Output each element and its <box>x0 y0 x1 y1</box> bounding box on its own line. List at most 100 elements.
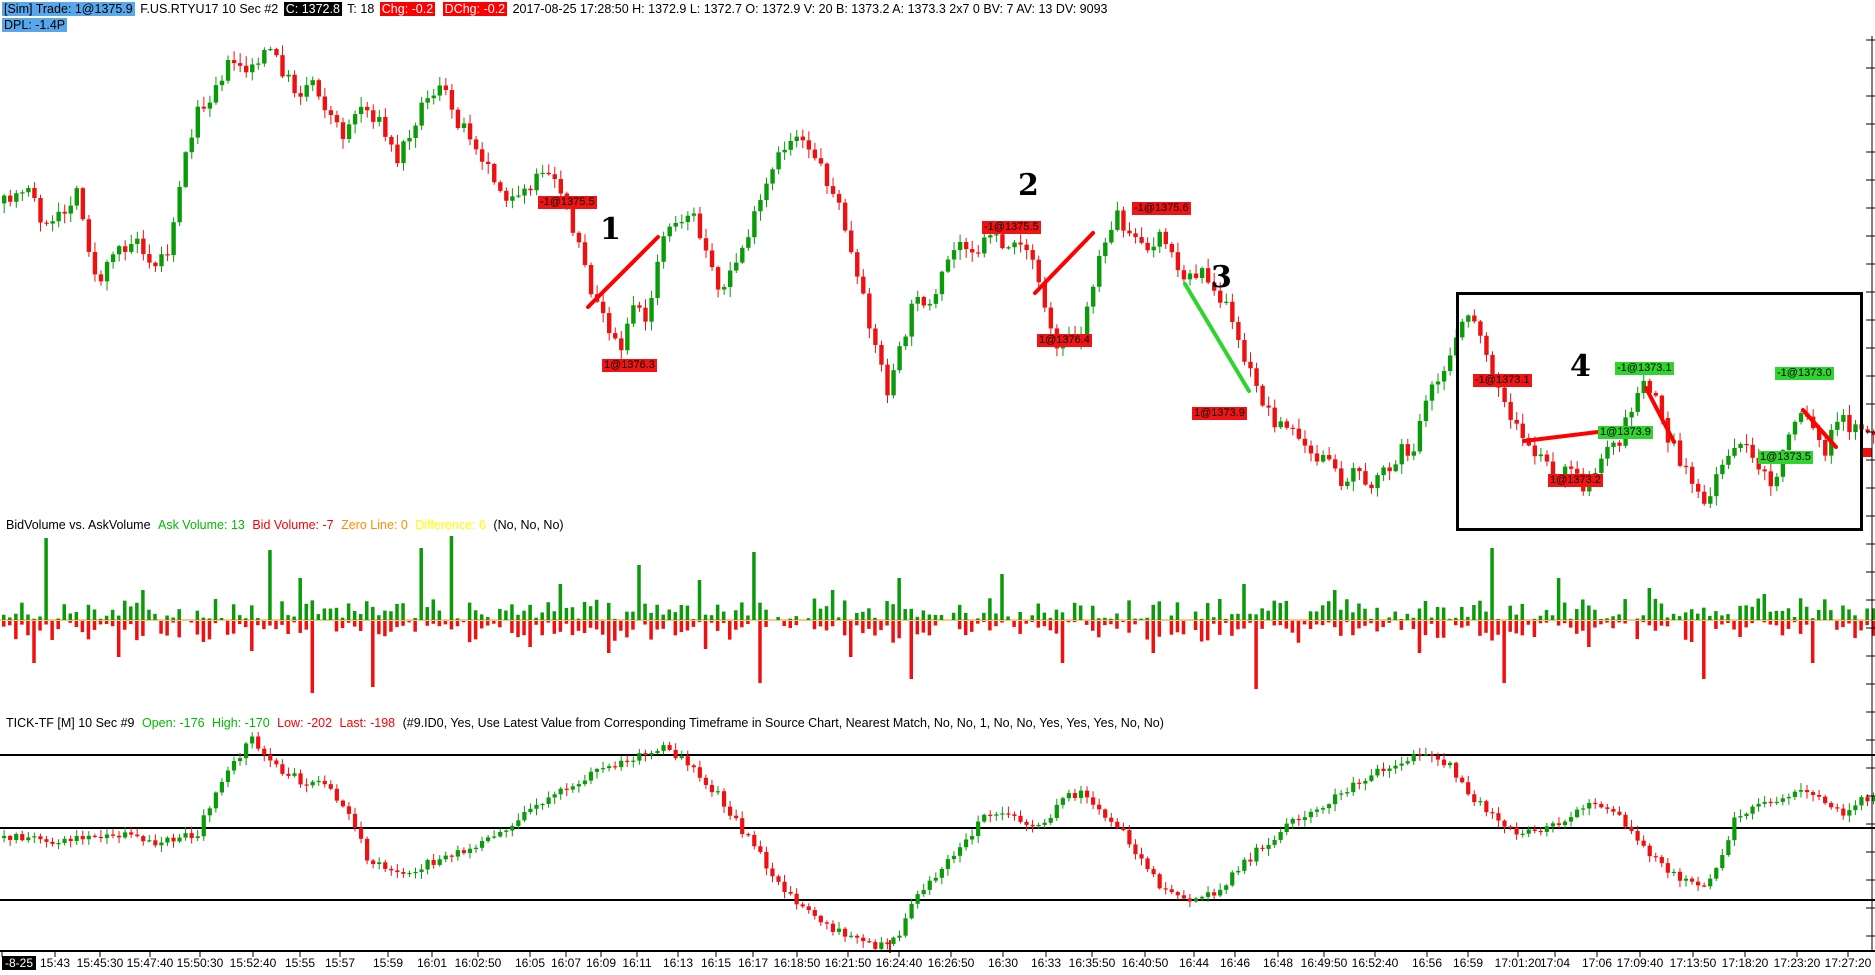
trade-fill-label[interactable]: -1@1375.6 <box>1132 202 1191 215</box>
time-axis-label: 16:24:40 <box>875 956 923 970</box>
trade-fill-label[interactable]: 1@1373.9 <box>1192 407 1247 420</box>
tick-label-seg-4: Last: -198 <box>339 716 399 730</box>
tick-study-label: TICK-TF [M] 10 Sec #9 Open: -176 High: -… <box>4 716 1166 731</box>
tick-label-seg-3: Low: -202 <box>277 716 336 730</box>
time-axis-label: 16:56 <box>1411 956 1443 970</box>
trade-fill-label[interactable]: 1@1373.2 <box>1548 474 1603 487</box>
time-axis-label: 16:49:50 <box>1300 956 1348 970</box>
time-axis-label: 16:30 <box>987 956 1019 970</box>
bidvol-label-seg-5: (No, No, No) <box>493 518 564 532</box>
tick-level-lines <box>0 754 1875 953</box>
trade-fill-label[interactable]: 1@1373.9 <box>1598 426 1653 439</box>
time-axis-label: 15:55 <box>284 956 316 970</box>
time-axis-label: 16:07 <box>550 956 582 970</box>
trade-fill-label[interactable]: -1@1375.5 <box>982 221 1041 234</box>
tick-candles <box>2 732 1875 950</box>
tick-label-seg-0: TICK-TF [M] 10 Sec #9 <box>6 716 138 730</box>
time-axis-label: 16:02:50 <box>454 956 502 970</box>
trade-trendline-red[interactable] <box>1801 408 1838 449</box>
bidvol-label-seg-4: Difference: 6 <box>415 518 490 532</box>
tick-label-seg-1: Open: -176 <box>141 716 208 730</box>
trade-fill-label[interactable]: -1@1373.0 <box>1775 367 1834 380</box>
header1-seg-7: 2017-08-25 17:28:50 H: 1372.9 L: 1372.7 … <box>509 2 1108 16</box>
time-axis-label: 15:52:40 <box>229 956 277 970</box>
time-axis-label: 16:13 <box>662 956 694 970</box>
axis-lines <box>0 36 1875 957</box>
tick-label-seg-5: (#9.ID0, Yes, Use Latest Value from Corr… <box>402 716 1164 730</box>
chart-header-line2: DPL: -1.4P <box>2 18 68 33</box>
header1-seg-1: F.US.RTYU17 10 Sec #2 <box>136 2 282 16</box>
time-axis-label: 16:26:50 <box>927 956 975 970</box>
trade-number-marker: 2 <box>1018 168 1039 203</box>
time-axis-label: 17:06 <box>1581 956 1613 970</box>
time-axis-label: 16:05 <box>514 956 546 970</box>
time-axis-label: 16:52:40 <box>1351 956 1399 970</box>
time-axis-label: 16:40:50 <box>1121 956 1169 970</box>
time-axis-label: 16:01 <box>416 956 448 970</box>
time-axis-label: 16:09 <box>585 956 617 970</box>
time-axis-label: 17:01:20 <box>1494 956 1542 970</box>
time-axis-label: 17:09:40 <box>1616 956 1664 970</box>
trade-trendline-red[interactable] <box>586 235 660 309</box>
time-axis-label: 15:45:30 <box>76 956 124 970</box>
trade-fill-label[interactable]: -1@1375.5 <box>538 196 597 209</box>
trade-trendline-red[interactable] <box>1522 429 1608 443</box>
last-price <box>1863 448 1872 457</box>
trade-fill-label[interactable]: 1@1376.4 <box>1037 334 1092 347</box>
trade-fill-label[interactable]: -1@1373.1 <box>1473 374 1532 387</box>
time-axis-label: 16:46 <box>1219 956 1251 970</box>
time-axis-label: 17:04 <box>1539 956 1571 970</box>
time-axis-date-label: -8-25 <box>2 956 37 970</box>
header1-seg-0: [Sim] Trade: 1@1375.9 <box>2 2 135 16</box>
trade-number-marker: 3 <box>1211 260 1232 295</box>
header1-seg-3: T: 18 <box>343 2 378 16</box>
time-axis-label: 15:57 <box>324 956 356 970</box>
trade-trendline-red[interactable] <box>1644 386 1676 444</box>
time-axis-label: 17:23:20 <box>1773 956 1821 970</box>
bidvol-label-seg-2: Bid Volume: -7 <box>252 518 338 532</box>
trade-trendline-red[interactable] <box>1033 231 1095 295</box>
chart-header-line1: [Sim] Trade: 1@1375.9 F.US.RTYU17 10 Sec… <box>2 2 1109 17</box>
trade-trendline-green[interactable] <box>1183 282 1251 393</box>
trade-trendlines[interactable] <box>586 231 1838 449</box>
time-axis-label: 15:47:40 <box>126 956 174 970</box>
header1-seg-2: C: 1372.8 <box>283 2 342 16</box>
time-axis: -8-25 15:43 15:45:30 15:47:40 15:50:30 15:52:… <box>0 956 1875 975</box>
trade-number-marker: 4 <box>1570 349 1591 384</box>
time-axis-label: 16:48 <box>1262 956 1294 970</box>
bidvolume-study-label: BidVolume vs. AskVolume Ask Volume: 13 B… <box>4 518 566 533</box>
time-axis-label: 15:50:30 <box>176 956 224 970</box>
main-price-candles <box>2 45 1875 508</box>
trade-number-marker: 1 <box>600 212 621 247</box>
header1-seg-4: Chg: -0.2 <box>379 2 436 16</box>
trade-fill-label[interactable]: 1@1376.3 <box>602 359 657 372</box>
header2-seg-0: DPL: -1.4P <box>2 18 68 32</box>
trade-fill-label[interactable]: 1@1373.5 <box>1758 451 1813 464</box>
time-axis-label: 17:27:20 <box>1824 956 1872 970</box>
tick-label-seg-2: High: -170 <box>212 716 274 730</box>
time-axis-label: 16:18:50 <box>773 956 821 970</box>
header1-seg-6: DChg: -0.2 <box>442 2 508 16</box>
last-price-marker <box>1863 448 1872 457</box>
time-axis-label: 16:15 <box>700 956 732 970</box>
trade-fill-label[interactable]: -1@1373.1 <box>1615 362 1674 375</box>
time-axis-label: 15:43 <box>39 956 71 970</box>
time-axis-label: 16:59 <box>1452 956 1484 970</box>
time-axis-label: 16:33 <box>1030 956 1062 970</box>
time-axis-label: 17:13:50 <box>1669 956 1717 970</box>
bidvol-label-seg-0: BidVolume vs. AskVolume <box>6 518 154 532</box>
bidvol-label-seg-1: Ask Volume: 13 <box>158 518 249 532</box>
time-axis-label: 16:21:50 <box>824 956 872 970</box>
header1-seg-5 <box>435 2 442 16</box>
annotation-rectangle[interactable] <box>1456 292 1863 531</box>
bidvolume-histogram <box>0 536 1875 693</box>
bidvol-label-seg-3: Zero Line: 0 <box>341 518 412 532</box>
time-axis-label: 16:35:50 <box>1068 956 1116 970</box>
time-axis-label: 17:18:20 <box>1721 956 1769 970</box>
time-axis-label: 16:17 <box>737 956 769 970</box>
time-axis-label: 16:11 <box>622 956 652 970</box>
time-axis-label: 15:59 <box>372 956 404 970</box>
time-axis-label: 16:44 <box>1178 956 1210 970</box>
